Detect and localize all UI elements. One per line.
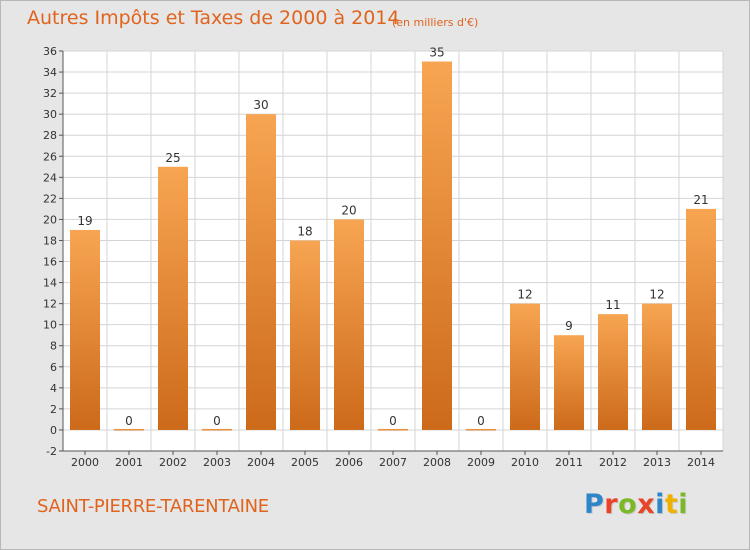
- y-tick-label: 20: [43, 213, 57, 226]
- y-tick-label: 2: [50, 403, 57, 416]
- data-label: 11: [605, 298, 620, 312]
- y-tick-label: 36: [43, 45, 57, 58]
- data-label: 19: [77, 214, 92, 228]
- x-tick-label: 2010: [511, 456, 539, 469]
- x-tick-label: 2003: [203, 456, 231, 469]
- y-tick-label: 32: [43, 87, 57, 100]
- x-tick-label: 2009: [467, 456, 495, 469]
- data-label: 9: [565, 319, 573, 333]
- proxiti-logo: Proxiti: [584, 489, 688, 520]
- y-tick-label: 18: [43, 234, 57, 247]
- x-tick-label: 2001: [115, 456, 143, 469]
- bar: [598, 314, 628, 430]
- data-label: 12: [517, 288, 532, 302]
- data-label: 21: [693, 193, 708, 207]
- y-tick-label: 30: [43, 108, 57, 121]
- y-tick-label: 28: [43, 129, 57, 142]
- data-label: 12: [649, 288, 664, 302]
- chart-title: Autres Impôts et Taxes de 2000 à 2014: [27, 7, 400, 29]
- x-tick-label: 2005: [291, 456, 319, 469]
- x-tick-label: 2011: [555, 456, 583, 469]
- bar: [246, 114, 276, 430]
- data-label: 0: [477, 414, 485, 428]
- data-label: 35: [429, 46, 444, 60]
- y-tick-label: 8: [50, 340, 57, 353]
- y-tick-label: -2: [46, 445, 57, 458]
- bar: [466, 428, 496, 431]
- bar: [290, 240, 320, 430]
- commune-name: SAINT-PIERRE-TARENTAINE: [37, 496, 269, 517]
- x-tick-label: 2012: [599, 456, 627, 469]
- x-tick-label: 2013: [643, 456, 671, 469]
- y-tick-label: 22: [43, 192, 57, 205]
- x-tick-label: 2000: [71, 456, 99, 469]
- logo-letter: i: [655, 489, 665, 520]
- y-tick-label: 6: [50, 361, 57, 374]
- y-tick-label: 26: [43, 150, 57, 163]
- x-tick-label: 2002: [159, 456, 187, 469]
- bar: [334, 219, 364, 430]
- x-tick-label: 2004: [247, 456, 275, 469]
- bar: [642, 303, 672, 430]
- logo-letter: P: [584, 489, 605, 520]
- y-tick-label: 10: [43, 319, 57, 332]
- bars: [70, 61, 716, 431]
- data-label: 0: [389, 414, 397, 428]
- axes: [59, 50, 723, 455]
- bar: [554, 335, 584, 430]
- bar: [422, 61, 452, 430]
- y-tick-label: 0: [50, 424, 57, 437]
- y-tick-label: 4: [50, 382, 57, 395]
- y-tick-label: 12: [43, 298, 57, 311]
- bar: [70, 229, 100, 430]
- x-tick-label: 2007: [379, 456, 407, 469]
- y-tick-label: 16: [43, 256, 57, 269]
- logo-letter: r: [604, 489, 619, 520]
- data-label: 0: [125, 414, 133, 428]
- bar: [510, 303, 540, 430]
- logo-letter: t: [664, 489, 679, 520]
- bar: [114, 428, 144, 431]
- data-label: 20: [341, 203, 356, 217]
- bar: [158, 166, 188, 430]
- logo-letter: x: [637, 489, 656, 520]
- bar: [202, 428, 232, 431]
- data-label: 0: [213, 414, 221, 428]
- data-label: 25: [165, 151, 180, 165]
- x-tick-label: 2008: [423, 456, 451, 469]
- bar: [686, 208, 716, 430]
- y-tick-label: 14: [43, 277, 57, 290]
- logo-letter: o: [618, 489, 638, 520]
- labels: -202468101214161820222426283032343619200…: [43, 45, 715, 469]
- bar: [378, 428, 408, 431]
- chart-subtitle: (en milliers d'€): [392, 16, 479, 29]
- x-tick-label: 2014: [687, 456, 715, 469]
- y-tick-label: 34: [43, 66, 57, 79]
- x-tick-label: 2006: [335, 456, 363, 469]
- data-label: 18: [297, 224, 312, 238]
- data-label: 30: [253, 98, 268, 112]
- logo-letter: i: [678, 489, 689, 520]
- y-tick-label: 24: [43, 171, 57, 184]
